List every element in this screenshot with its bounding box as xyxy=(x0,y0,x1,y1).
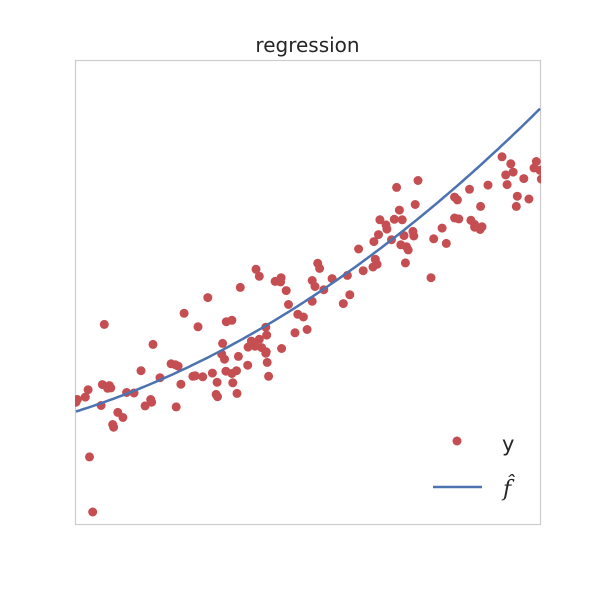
data-point xyxy=(251,264,261,274)
data-point xyxy=(358,266,368,276)
plot-frame xyxy=(74,59,542,526)
data-point xyxy=(389,214,399,224)
data-point xyxy=(179,308,189,318)
data-point xyxy=(403,245,413,255)
legend-label-y: y xyxy=(502,432,514,456)
data-point xyxy=(148,339,158,349)
data-point xyxy=(477,222,487,232)
data-point xyxy=(220,354,229,364)
data-point xyxy=(310,282,320,291)
data-point xyxy=(483,180,493,190)
data-point xyxy=(497,152,507,162)
data-point xyxy=(535,165,541,175)
data-point xyxy=(83,385,93,395)
data-point xyxy=(212,377,222,387)
chart-title: regression xyxy=(255,33,360,57)
data-point xyxy=(190,371,200,381)
data-point xyxy=(511,201,521,211)
data-point xyxy=(465,184,474,194)
data-point xyxy=(413,176,423,185)
data-point xyxy=(454,214,464,224)
data-point xyxy=(277,344,287,353)
data-point xyxy=(382,224,392,234)
data-point xyxy=(409,231,419,241)
data-point xyxy=(375,215,385,225)
data-point xyxy=(512,191,522,201)
data-point xyxy=(437,223,447,233)
data-point xyxy=(228,378,238,388)
data-point xyxy=(261,347,271,357)
data-point xyxy=(218,338,228,348)
data-point xyxy=(232,366,241,376)
data-point xyxy=(176,379,186,389)
data-point xyxy=(88,507,98,517)
data-point xyxy=(281,286,291,296)
data-point xyxy=(536,174,541,184)
data-point xyxy=(372,259,382,269)
data-point xyxy=(233,351,243,361)
data-point xyxy=(243,360,253,370)
data-point xyxy=(213,392,222,402)
data-point xyxy=(524,194,534,204)
data-point xyxy=(276,273,286,283)
data-point xyxy=(284,300,293,309)
data-point xyxy=(193,322,203,332)
data-point xyxy=(302,325,312,334)
data-point xyxy=(502,180,512,190)
data-point xyxy=(203,293,213,303)
data-point xyxy=(264,371,274,381)
scatter-points-group xyxy=(75,152,541,517)
data-point xyxy=(501,170,511,180)
fit-line-group xyxy=(75,107,541,413)
data-point xyxy=(235,282,245,292)
data-point xyxy=(354,244,364,254)
data-point xyxy=(232,388,242,398)
data-point xyxy=(400,258,410,268)
legend-marker-points xyxy=(452,436,462,446)
data-point xyxy=(147,397,157,407)
data-point xyxy=(429,234,439,244)
fit-line xyxy=(75,107,541,413)
data-point xyxy=(262,357,272,367)
data-point xyxy=(227,315,237,325)
data-point xyxy=(410,200,420,209)
data-point xyxy=(118,413,128,422)
data-point xyxy=(109,422,119,432)
data-point xyxy=(136,366,146,376)
data-point xyxy=(80,392,90,402)
data-point xyxy=(290,328,300,338)
data-point xyxy=(394,205,404,215)
data-point xyxy=(99,319,109,329)
data-point xyxy=(508,167,518,177)
data-point xyxy=(441,238,451,248)
data-point xyxy=(75,395,82,404)
data-point xyxy=(315,263,325,273)
data-point xyxy=(345,290,355,300)
data-point xyxy=(254,271,264,281)
data-point xyxy=(531,157,541,166)
data-point xyxy=(106,383,116,393)
data-point xyxy=(85,452,94,462)
data-point xyxy=(519,174,529,184)
data-point xyxy=(392,182,402,192)
data-point xyxy=(171,402,181,412)
data-point xyxy=(173,361,183,371)
data-point xyxy=(374,230,383,240)
data-point xyxy=(338,299,348,309)
data-point xyxy=(476,201,486,211)
data-point xyxy=(198,372,208,382)
data-point xyxy=(369,237,379,247)
data-point xyxy=(298,312,308,322)
data-point xyxy=(254,334,264,344)
data-point xyxy=(397,215,407,225)
data-point xyxy=(426,273,436,283)
data-point xyxy=(506,159,516,169)
data-point xyxy=(452,195,462,205)
data-point xyxy=(207,368,217,378)
data-point xyxy=(262,330,272,340)
